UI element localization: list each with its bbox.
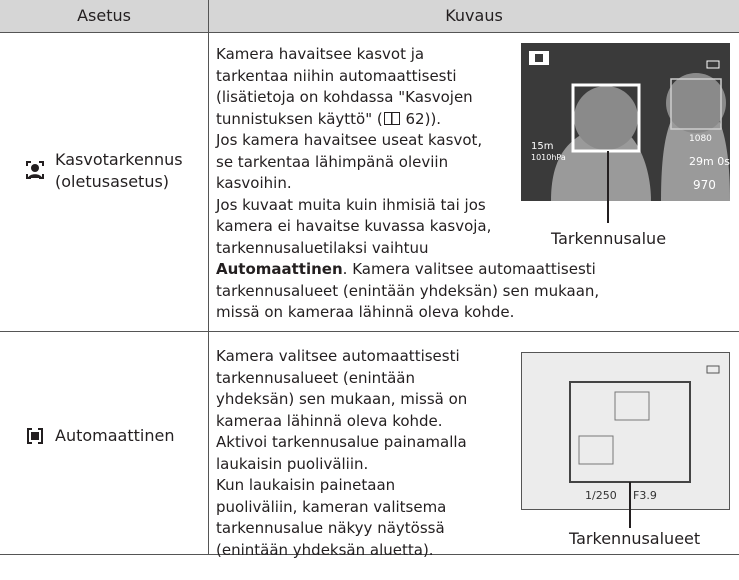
- description-line: laukaisin puoliväliin.: [216, 454, 369, 473]
- header-description: Kuvaus: [209, 0, 739, 32]
- setting-label: Automaattinen: [55, 426, 175, 445]
- text: 62)).: [400, 109, 442, 128]
- header-setting: Asetus: [0, 0, 208, 32]
- rule: [0, 32, 739, 33]
- screen-text: 1080: [689, 134, 712, 144]
- camera-screen: 1/250 F3.9: [521, 352, 730, 510]
- description-line: Kamera havaitsee kasvot ja: [216, 45, 425, 63]
- description-line: tarkentaa niihin automaattisesti: [216, 66, 457, 85]
- description-line: kameraa lähinnä oleva kohde.: [216, 411, 443, 430]
- description-line: (enintään yhdeksän aluetta).: [216, 540, 434, 559]
- text: . Kamera valitsee automaattisesti: [342, 260, 596, 278]
- caption: Tarkennusalue: [551, 229, 667, 248]
- screen-text: 29m 0s: [689, 155, 730, 168]
- screen-text: 970: [693, 178, 716, 192]
- caption: Tarkennusalueet: [569, 529, 701, 548]
- description-line: Automaattinen. Kamera valitsee automaatt…: [216, 260, 596, 278]
- description-line: tarkennusaluetilaksi vaihtuu: [216, 238, 429, 257]
- screen-text: F3.9: [633, 489, 657, 502]
- setting-label: Kasvotarkennus: [55, 150, 183, 169]
- camera-screen: 15m 1010hPa 1080 29m 0s 970: [521, 43, 730, 201]
- description-line: tarkennusalueet (enintään yhdeksän) sen …: [216, 281, 600, 300]
- description-line: Aktivoi tarkennusalue painamalla: [216, 433, 467, 451]
- description-line: se tarkentaa lähimpänä oleviin: [216, 152, 449, 171]
- pointer: [607, 201, 609, 223]
- description-line: tunnistuksen käyttö" ( 62)).: [216, 110, 441, 128]
- book-icon: [383, 111, 400, 125]
- screen-text: 15m: [531, 141, 553, 152]
- description-line: Jos kamera havaitsee useat kasvot,: [216, 131, 483, 149]
- text: tunnistuksen käyttö" (: [216, 109, 383, 128]
- description-line: Kamera valitsee automaattisesti: [216, 347, 460, 365]
- description-line: missä on kameraa lähinnä oleva kohde.: [216, 303, 515, 321]
- description-line: puoliväliin, kameran valitsema: [216, 497, 447, 516]
- bold-term: Automaattinen: [216, 260, 343, 278]
- setting-label: (oletusasetus): [55, 172, 170, 191]
- description-line: Jos kuvaat muita kuin ihmisiä tai jos: [216, 195, 486, 214]
- column-rule: [208, 0, 209, 555]
- face-icon: [26, 161, 44, 179]
- auto-icon: [27, 428, 43, 444]
- description-line: yhdeksän) sen mukaan, missä on: [216, 390, 468, 408]
- screen-text: 1010hPa: [531, 153, 566, 162]
- description-line: Kun laukaisin painetaan: [216, 476, 396, 494]
- rule: [0, 554, 739, 555]
- description-line: kamera ei havaitse kuvassa kasvoja,: [216, 217, 492, 235]
- description-line: tarkennusalue näkyy näytössä: [216, 519, 445, 537]
- description-line: (lisätietoja on kohdassa "Kasvojen: [216, 88, 473, 106]
- rule: [0, 331, 739, 332]
- description-line: kasvoihin.: [216, 174, 292, 192]
- screen-text: 1/250: [585, 489, 617, 502]
- pointer: [629, 482, 631, 528]
- description-line: tarkennusalueet (enintään: [216, 368, 415, 387]
